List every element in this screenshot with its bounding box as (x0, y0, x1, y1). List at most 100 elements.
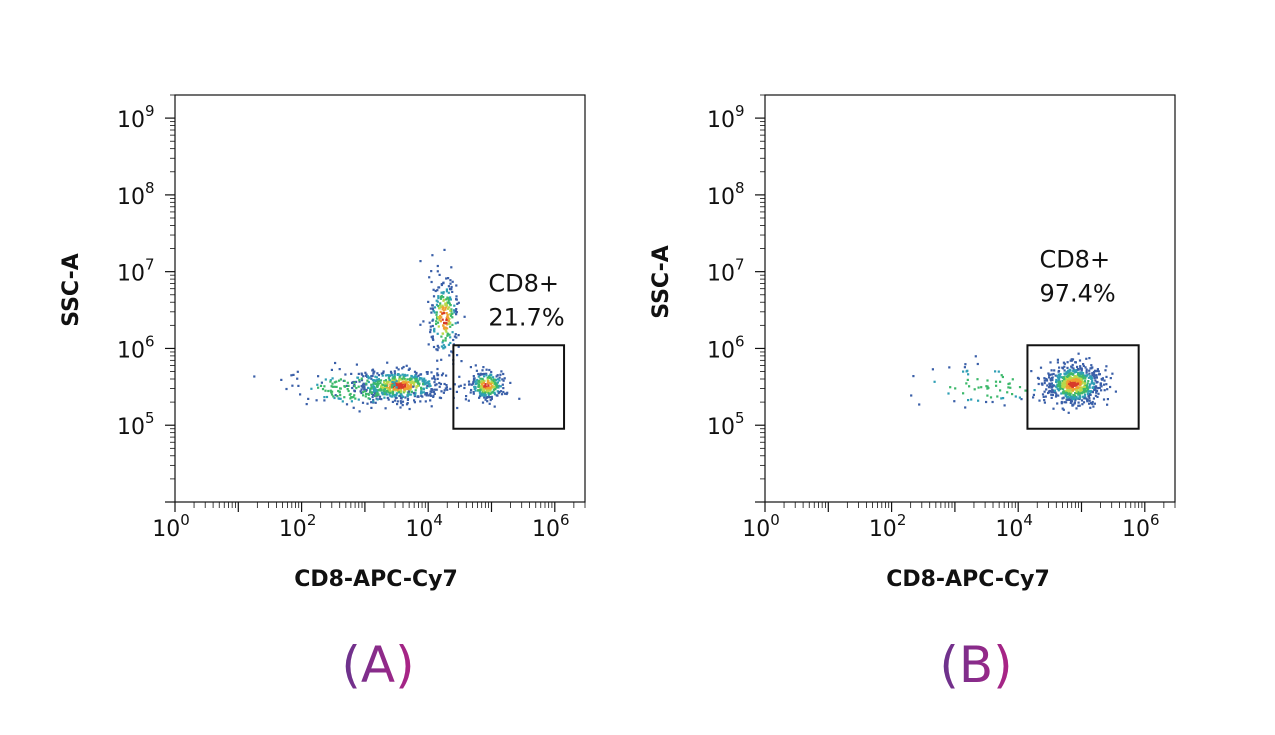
data-point (345, 403, 349, 406)
data-point (433, 330, 436, 333)
data-point (1068, 386, 1071, 389)
data-point (494, 388, 497, 391)
data-point (435, 303, 439, 306)
data-point (388, 378, 391, 381)
data-point (404, 379, 407, 382)
data-point (455, 313, 458, 316)
data-point (354, 397, 357, 400)
data-point (446, 332, 449, 335)
data-point (399, 374, 402, 377)
data-point (377, 374, 380, 377)
data-point (440, 335, 443, 338)
data-point (448, 322, 451, 325)
data-point (483, 379, 486, 382)
data-point (442, 391, 445, 394)
data-point (398, 391, 401, 394)
data-point (1106, 388, 1109, 391)
data-point (999, 380, 1002, 383)
data-point (412, 383, 415, 386)
data-point (445, 288, 448, 291)
data-point (430, 280, 433, 284)
data-point (493, 393, 497, 396)
data-point (439, 314, 442, 318)
data-point (393, 381, 396, 384)
data-point (478, 396, 481, 399)
data-point (329, 389, 332, 392)
data-point (1066, 361, 1069, 364)
data-point (1071, 387, 1075, 390)
data-point (1099, 382, 1102, 385)
data-point (448, 317, 451, 320)
data-point (449, 336, 452, 339)
data-point (436, 349, 439, 352)
data-point (480, 380, 483, 383)
data-point (376, 379, 379, 382)
data-point (500, 393, 504, 396)
data-point (1067, 395, 1070, 398)
data-point (383, 384, 386, 387)
data-point (334, 361, 337, 365)
data-point (372, 371, 375, 374)
data-point (335, 385, 338, 388)
x-tick-label: 106 (532, 511, 570, 542)
data-points-group (910, 352, 1117, 414)
data-point (439, 305, 442, 308)
data-point (364, 371, 367, 374)
data-point (448, 287, 452, 290)
data-point (463, 315, 466, 318)
data-point (973, 388, 976, 391)
data-point (347, 389, 350, 393)
data-point (1085, 390, 1088, 393)
data-point (1007, 386, 1010, 389)
data-point (393, 375, 396, 379)
data-point (396, 403, 399, 406)
data-point (391, 374, 394, 377)
data-point (474, 389, 477, 392)
data-point (440, 345, 443, 348)
data-point (400, 393, 403, 396)
data-point (441, 312, 444, 315)
data-point (1068, 392, 1071, 395)
data-point (413, 393, 416, 397)
data-point (1077, 378, 1080, 381)
data-point (420, 377, 423, 380)
data-point (410, 390, 413, 393)
data-point (1050, 382, 1053, 385)
data-point (445, 302, 448, 305)
data-point (1047, 372, 1050, 375)
data-point (448, 354, 451, 357)
data-point (397, 390, 400, 393)
data-point (333, 381, 336, 384)
data-point (487, 384, 490, 387)
data-point (976, 362, 979, 366)
data-point (1054, 385, 1057, 388)
data-point (1091, 391, 1094, 394)
data-point (493, 391, 496, 394)
data-point (985, 400, 988, 404)
data-point (451, 331, 454, 334)
data-point (1066, 380, 1069, 384)
data-point (966, 378, 969, 381)
data-point (1063, 365, 1066, 368)
data-point (1057, 389, 1060, 392)
data-point (1078, 393, 1081, 396)
data-point (1089, 393, 1092, 396)
data-point (433, 388, 436, 391)
data-point (427, 383, 430, 386)
data-point (365, 382, 368, 385)
data-point (1074, 361, 1077, 364)
data-point (453, 309, 456, 312)
data-point (1081, 381, 1084, 384)
data-point (1067, 376, 1070, 379)
data-point (1103, 379, 1106, 382)
y-tick-label: 107 (117, 256, 155, 287)
data-point (280, 378, 283, 381)
data-point (1096, 369, 1099, 372)
data-point (496, 381, 499, 384)
data-point (1080, 379, 1083, 382)
data-point (1045, 379, 1049, 382)
data-point (397, 379, 400, 382)
data-point (307, 397, 310, 400)
data-point (1114, 390, 1117, 393)
data-point (1075, 390, 1078, 393)
